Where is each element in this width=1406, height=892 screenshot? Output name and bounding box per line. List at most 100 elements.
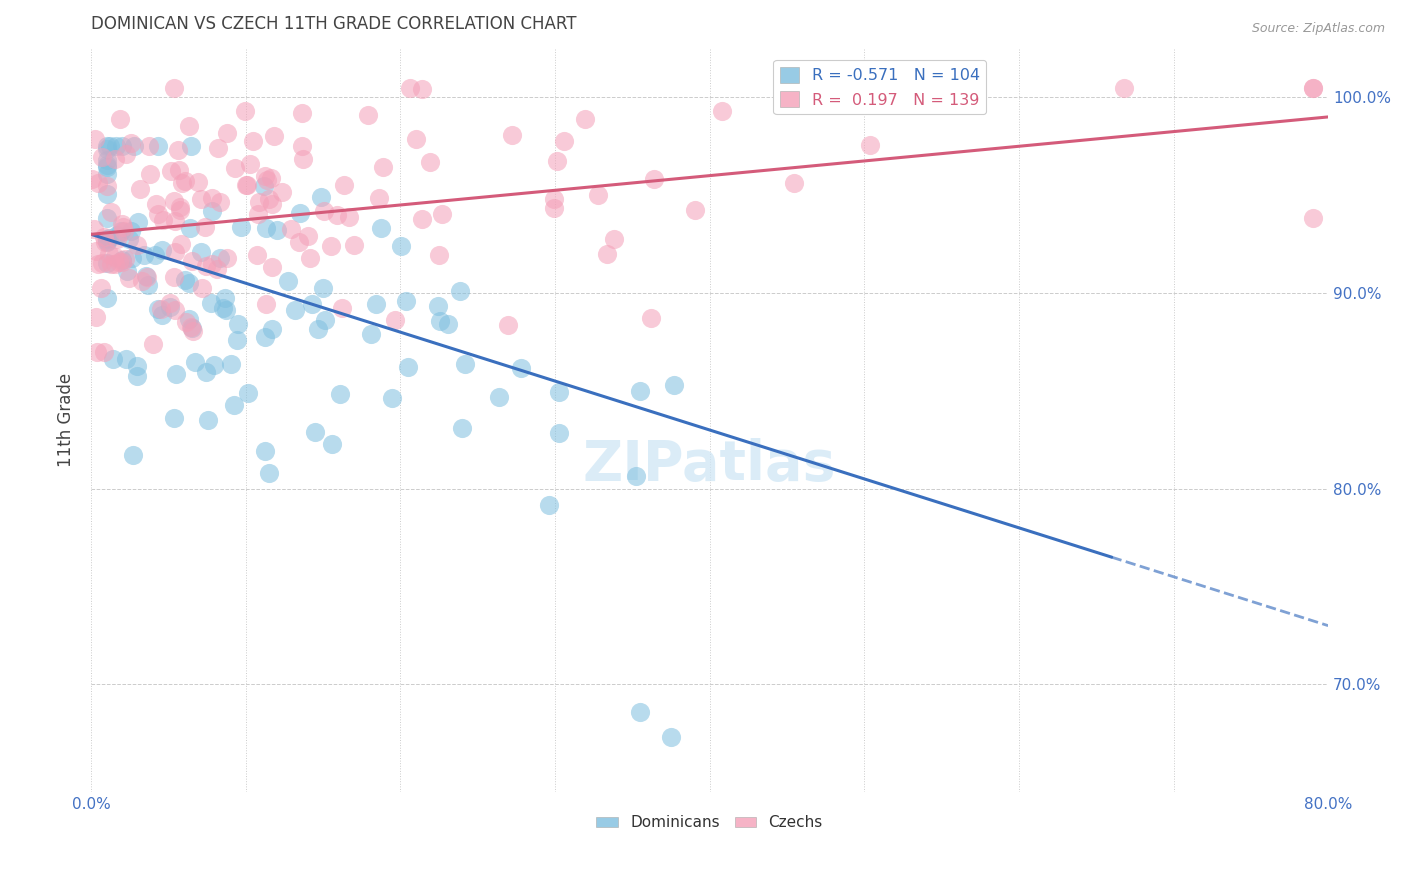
- Point: [138, 168, 160, 182]
- Point: [163, 244, 186, 259]
- Point: [111, 220, 134, 235]
- Point: [297, 228, 319, 243]
- Point: [319, 239, 342, 253]
- Point: [208, 194, 231, 209]
- Point: [332, 178, 354, 193]
- Point: [574, 112, 596, 127]
- Point: [1302, 80, 1324, 95]
- Point: [96, 143, 118, 157]
- Point: [257, 466, 280, 480]
- Point: [201, 191, 224, 205]
- Point: [125, 359, 148, 373]
- Point: [200, 296, 222, 310]
- Point: [254, 221, 277, 235]
- Point: [201, 203, 224, 218]
- Point: [105, 231, 128, 245]
- Point: [163, 214, 186, 228]
- Point: [96, 139, 118, 153]
- Point: [337, 210, 360, 224]
- Point: [96, 211, 118, 225]
- Point: [181, 324, 204, 338]
- Point: [304, 425, 326, 439]
- Point: [538, 498, 561, 512]
- Point: [125, 368, 148, 383]
- Point: [256, 173, 278, 187]
- Point: [96, 235, 118, 249]
- Point: [277, 274, 299, 288]
- Point: [411, 211, 433, 226]
- Point: [104, 153, 127, 167]
- Point: [163, 194, 186, 209]
- Point: [145, 197, 167, 211]
- Point: [215, 127, 238, 141]
- Point: [823, 80, 845, 95]
- Point: [312, 281, 335, 295]
- Point: [98, 247, 121, 261]
- Point: [287, 235, 309, 250]
- Point: [215, 251, 238, 265]
- Point: [454, 357, 477, 371]
- Point: [96, 235, 118, 249]
- Point: [254, 297, 277, 311]
- Point: [510, 361, 533, 376]
- Point: [104, 250, 127, 264]
- Point: [93, 344, 115, 359]
- Point: [263, 128, 285, 143]
- Point: [1302, 211, 1324, 226]
- Point: [212, 301, 235, 315]
- Point: [111, 139, 134, 153]
- Point: [111, 255, 134, 269]
- Point: [628, 705, 651, 719]
- Point: [496, 318, 519, 333]
- Point: [357, 108, 380, 122]
- Point: [181, 321, 204, 335]
- Point: [179, 221, 201, 235]
- Point: [284, 303, 307, 318]
- Point: [107, 227, 129, 242]
- Point: [104, 257, 127, 271]
- Point: [159, 296, 181, 310]
- Point: [254, 444, 277, 458]
- Point: [242, 134, 264, 148]
- Point: [326, 208, 349, 222]
- Point: [134, 248, 156, 262]
- Point: [427, 299, 450, 313]
- Point: [84, 131, 107, 145]
- Point: [187, 175, 209, 189]
- Point: [262, 196, 284, 211]
- Point: [236, 385, 259, 400]
- Point: [321, 437, 343, 451]
- Point: [246, 207, 269, 221]
- Point: [432, 207, 454, 221]
- Point: [93, 230, 115, 244]
- Point: [314, 312, 336, 326]
- Point: [405, 132, 427, 146]
- Point: [152, 213, 174, 227]
- Point: [148, 301, 170, 316]
- Point: [419, 154, 441, 169]
- Point: [90, 256, 112, 270]
- Point: [190, 244, 212, 259]
- Point: [603, 232, 626, 246]
- Point: [146, 139, 169, 153]
- Point: [195, 365, 218, 379]
- Point: [229, 219, 252, 234]
- Point: [190, 193, 212, 207]
- Point: [260, 322, 283, 336]
- Point: [96, 178, 118, 193]
- Point: [87, 176, 110, 190]
- Point: [595, 247, 617, 261]
- Point: [280, 221, 302, 235]
- Point: [83, 222, 105, 236]
- Point: [219, 357, 242, 371]
- Point: [546, 154, 568, 169]
- Point: [90, 281, 112, 295]
- Point: [207, 141, 229, 155]
- Point: [190, 281, 212, 295]
- Point: [169, 202, 191, 217]
- Point: [180, 320, 202, 334]
- Point: [291, 139, 314, 153]
- Point: [96, 161, 118, 175]
- Point: [115, 264, 138, 278]
- Point: [159, 164, 181, 178]
